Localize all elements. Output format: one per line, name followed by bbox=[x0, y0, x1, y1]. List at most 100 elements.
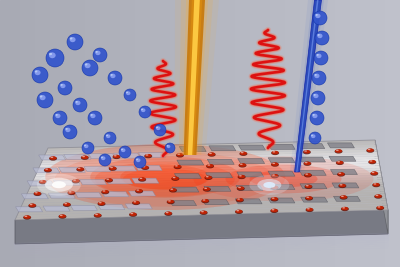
Ellipse shape bbox=[206, 176, 209, 177]
Bar bbox=[110, 0, 115, 267]
Polygon shape bbox=[17, 203, 387, 215]
Ellipse shape bbox=[238, 163, 246, 167]
Ellipse shape bbox=[303, 150, 311, 154]
Ellipse shape bbox=[372, 172, 374, 173]
Ellipse shape bbox=[126, 91, 130, 95]
Ellipse shape bbox=[90, 114, 96, 118]
Polygon shape bbox=[299, 170, 326, 175]
Ellipse shape bbox=[95, 51, 100, 55]
Ellipse shape bbox=[271, 197, 278, 201]
Ellipse shape bbox=[110, 74, 116, 78]
Ellipse shape bbox=[309, 132, 321, 144]
Ellipse shape bbox=[88, 111, 102, 125]
Ellipse shape bbox=[24, 216, 27, 217]
Polygon shape bbox=[174, 0, 219, 155]
Ellipse shape bbox=[316, 54, 319, 56]
Ellipse shape bbox=[204, 176, 212, 180]
Bar bbox=[60, 0, 65, 267]
Ellipse shape bbox=[336, 161, 343, 164]
Ellipse shape bbox=[311, 134, 316, 138]
Bar bbox=[310, 0, 315, 267]
Polygon shape bbox=[45, 145, 376, 155]
Polygon shape bbox=[80, 179, 106, 184]
Bar bbox=[335, 0, 340, 267]
Polygon shape bbox=[30, 175, 382, 186]
Ellipse shape bbox=[342, 207, 345, 209]
Ellipse shape bbox=[49, 53, 52, 55]
Ellipse shape bbox=[58, 214, 66, 219]
Bar bbox=[320, 0, 325, 267]
Bar bbox=[345, 0, 350, 267]
Polygon shape bbox=[172, 187, 199, 192]
Ellipse shape bbox=[236, 198, 243, 202]
Ellipse shape bbox=[65, 128, 68, 130]
Ellipse shape bbox=[104, 132, 116, 144]
Ellipse shape bbox=[37, 92, 53, 108]
Ellipse shape bbox=[203, 187, 211, 192]
Ellipse shape bbox=[101, 156, 106, 160]
Ellipse shape bbox=[334, 149, 342, 154]
Ellipse shape bbox=[70, 37, 72, 40]
Ellipse shape bbox=[142, 166, 149, 169]
Ellipse shape bbox=[77, 167, 84, 171]
Ellipse shape bbox=[82, 156, 85, 157]
Ellipse shape bbox=[130, 213, 133, 214]
Ellipse shape bbox=[129, 213, 137, 217]
Ellipse shape bbox=[134, 156, 146, 168]
Ellipse shape bbox=[240, 152, 247, 155]
Ellipse shape bbox=[374, 195, 382, 199]
Bar bbox=[380, 0, 385, 267]
Ellipse shape bbox=[136, 158, 140, 162]
Polygon shape bbox=[296, 0, 318, 172]
Polygon shape bbox=[58, 167, 86, 172]
Polygon shape bbox=[298, 144, 325, 149]
Ellipse shape bbox=[314, 74, 317, 76]
Ellipse shape bbox=[338, 172, 344, 176]
Bar bbox=[245, 0, 250, 267]
Ellipse shape bbox=[314, 74, 320, 78]
Ellipse shape bbox=[167, 200, 174, 203]
Ellipse shape bbox=[170, 189, 173, 190]
Ellipse shape bbox=[270, 209, 278, 213]
Ellipse shape bbox=[312, 114, 318, 118]
Ellipse shape bbox=[34, 192, 41, 195]
Ellipse shape bbox=[341, 207, 348, 210]
Polygon shape bbox=[27, 181, 54, 186]
Ellipse shape bbox=[239, 163, 246, 167]
Ellipse shape bbox=[68, 191, 75, 194]
Bar bbox=[190, 0, 195, 267]
Polygon shape bbox=[188, 0, 200, 155]
Bar bbox=[100, 0, 105, 267]
Ellipse shape bbox=[208, 152, 216, 157]
Ellipse shape bbox=[166, 212, 168, 213]
Ellipse shape bbox=[70, 37, 76, 42]
Polygon shape bbox=[238, 159, 265, 163]
Bar bbox=[260, 0, 265, 267]
Polygon shape bbox=[301, 197, 328, 202]
Polygon shape bbox=[206, 173, 233, 178]
Polygon shape bbox=[46, 142, 376, 153]
Ellipse shape bbox=[154, 124, 166, 136]
Ellipse shape bbox=[201, 199, 209, 203]
Bar bbox=[185, 0, 190, 267]
Ellipse shape bbox=[201, 211, 204, 212]
Ellipse shape bbox=[317, 34, 322, 38]
Polygon shape bbox=[106, 179, 133, 184]
Polygon shape bbox=[298, 157, 326, 162]
Bar bbox=[235, 0, 240, 267]
Bar bbox=[375, 0, 380, 267]
Polygon shape bbox=[135, 165, 162, 170]
Ellipse shape bbox=[307, 208, 310, 210]
Ellipse shape bbox=[203, 199, 206, 201]
Bar bbox=[35, 0, 40, 267]
Ellipse shape bbox=[114, 155, 117, 156]
Ellipse shape bbox=[238, 175, 245, 178]
Bar bbox=[295, 0, 300, 267]
Bar bbox=[280, 0, 285, 267]
Ellipse shape bbox=[165, 143, 175, 153]
Ellipse shape bbox=[110, 167, 113, 168]
Bar bbox=[250, 0, 255, 267]
Ellipse shape bbox=[272, 151, 275, 152]
Ellipse shape bbox=[208, 152, 215, 156]
Ellipse shape bbox=[177, 154, 180, 155]
